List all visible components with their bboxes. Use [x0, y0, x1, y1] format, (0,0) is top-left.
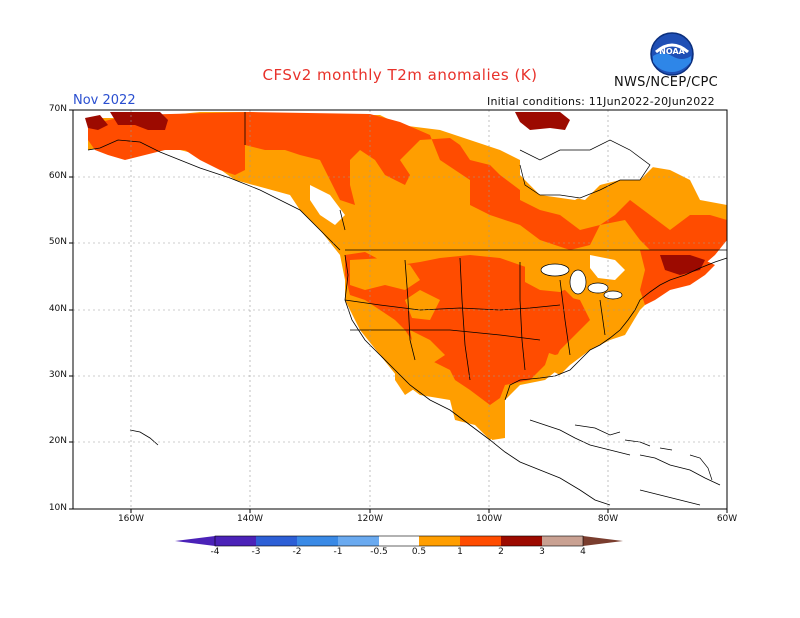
lon-label-120w: 120W	[356, 514, 384, 524]
lat-label-40n: 40N	[48, 304, 67, 314]
colorbar-segment-3	[338, 536, 379, 546]
colorbar-label-1: 1	[457, 547, 463, 557]
colorbar-segment-6	[460, 536, 501, 546]
agency-label: NWS/NCEP/CPC	[614, 75, 719, 90]
lon-label-160w: 160W	[117, 514, 145, 524]
colorbar-segment-7	[501, 536, 542, 546]
colorbar-label-2: 2	[498, 547, 504, 557]
colorbar-segment-4	[379, 536, 419, 546]
lon-label-60w: 60W	[716, 514, 738, 524]
lon-label-140w: 140W	[236, 514, 264, 524]
colorbar-segment-2	[297, 536, 338, 546]
colorbar-segment-0	[215, 536, 256, 546]
colorbar-segment-8	[542, 536, 583, 546]
colorbar-label-m05: -0.5	[370, 547, 388, 557]
colorbar-label-05: 0.5	[411, 547, 427, 557]
colorbar-label-4: 4	[580, 547, 586, 557]
lat-label-20n: 20N	[48, 436, 67, 446]
boundary-lines	[87, 112, 728, 506]
no-anomaly-patches	[73, 112, 700, 280]
lat-label-60n: 60N	[48, 171, 67, 181]
lat-label-30n: 30N	[48, 370, 67, 380]
anomaly-region-2-3	[85, 112, 705, 275]
lat-label-70n: 70N	[48, 104, 67, 114]
colorbar-left-arrow	[175, 536, 215, 546]
colorbar-label-m2: -2	[292, 547, 302, 557]
initial-conditions: Initial conditions: 11Jun2022-20Jun2022	[487, 95, 715, 108]
great-lakes	[540, 263, 623, 300]
lon-label-100w: 100W	[475, 514, 503, 524]
axis-ticks	[69, 109, 728, 513]
colorbar-segment-5	[419, 536, 460, 546]
colorbar-label-3: 3	[539, 547, 545, 557]
lat-label-10n: 10N	[48, 503, 67, 513]
colorbar-label-m3: -3	[251, 547, 261, 557]
lon-label-80w: 80W	[597, 514, 619, 524]
lat-label-50n: 50N	[48, 237, 67, 247]
colorbar-segment-1	[256, 536, 297, 546]
anomaly-pockets-0.5-1	[350, 258, 625, 440]
colorbar-label-m4: -4	[210, 547, 220, 557]
colorbar-label-m1: -1	[333, 547, 343, 557]
forecast-month: Nov 2022	[73, 93, 136, 108]
noaa-logo-icon: NOAA	[650, 32, 694, 76]
grid-lines	[73, 110, 727, 509]
chart-title: CFSv2 monthly T2m anomalies (K)	[262, 66, 538, 84]
logo-text: NOAA	[659, 47, 685, 56]
colorbar-right-arrow	[583, 536, 623, 546]
hudson-bay-outline	[519, 139, 651, 199]
